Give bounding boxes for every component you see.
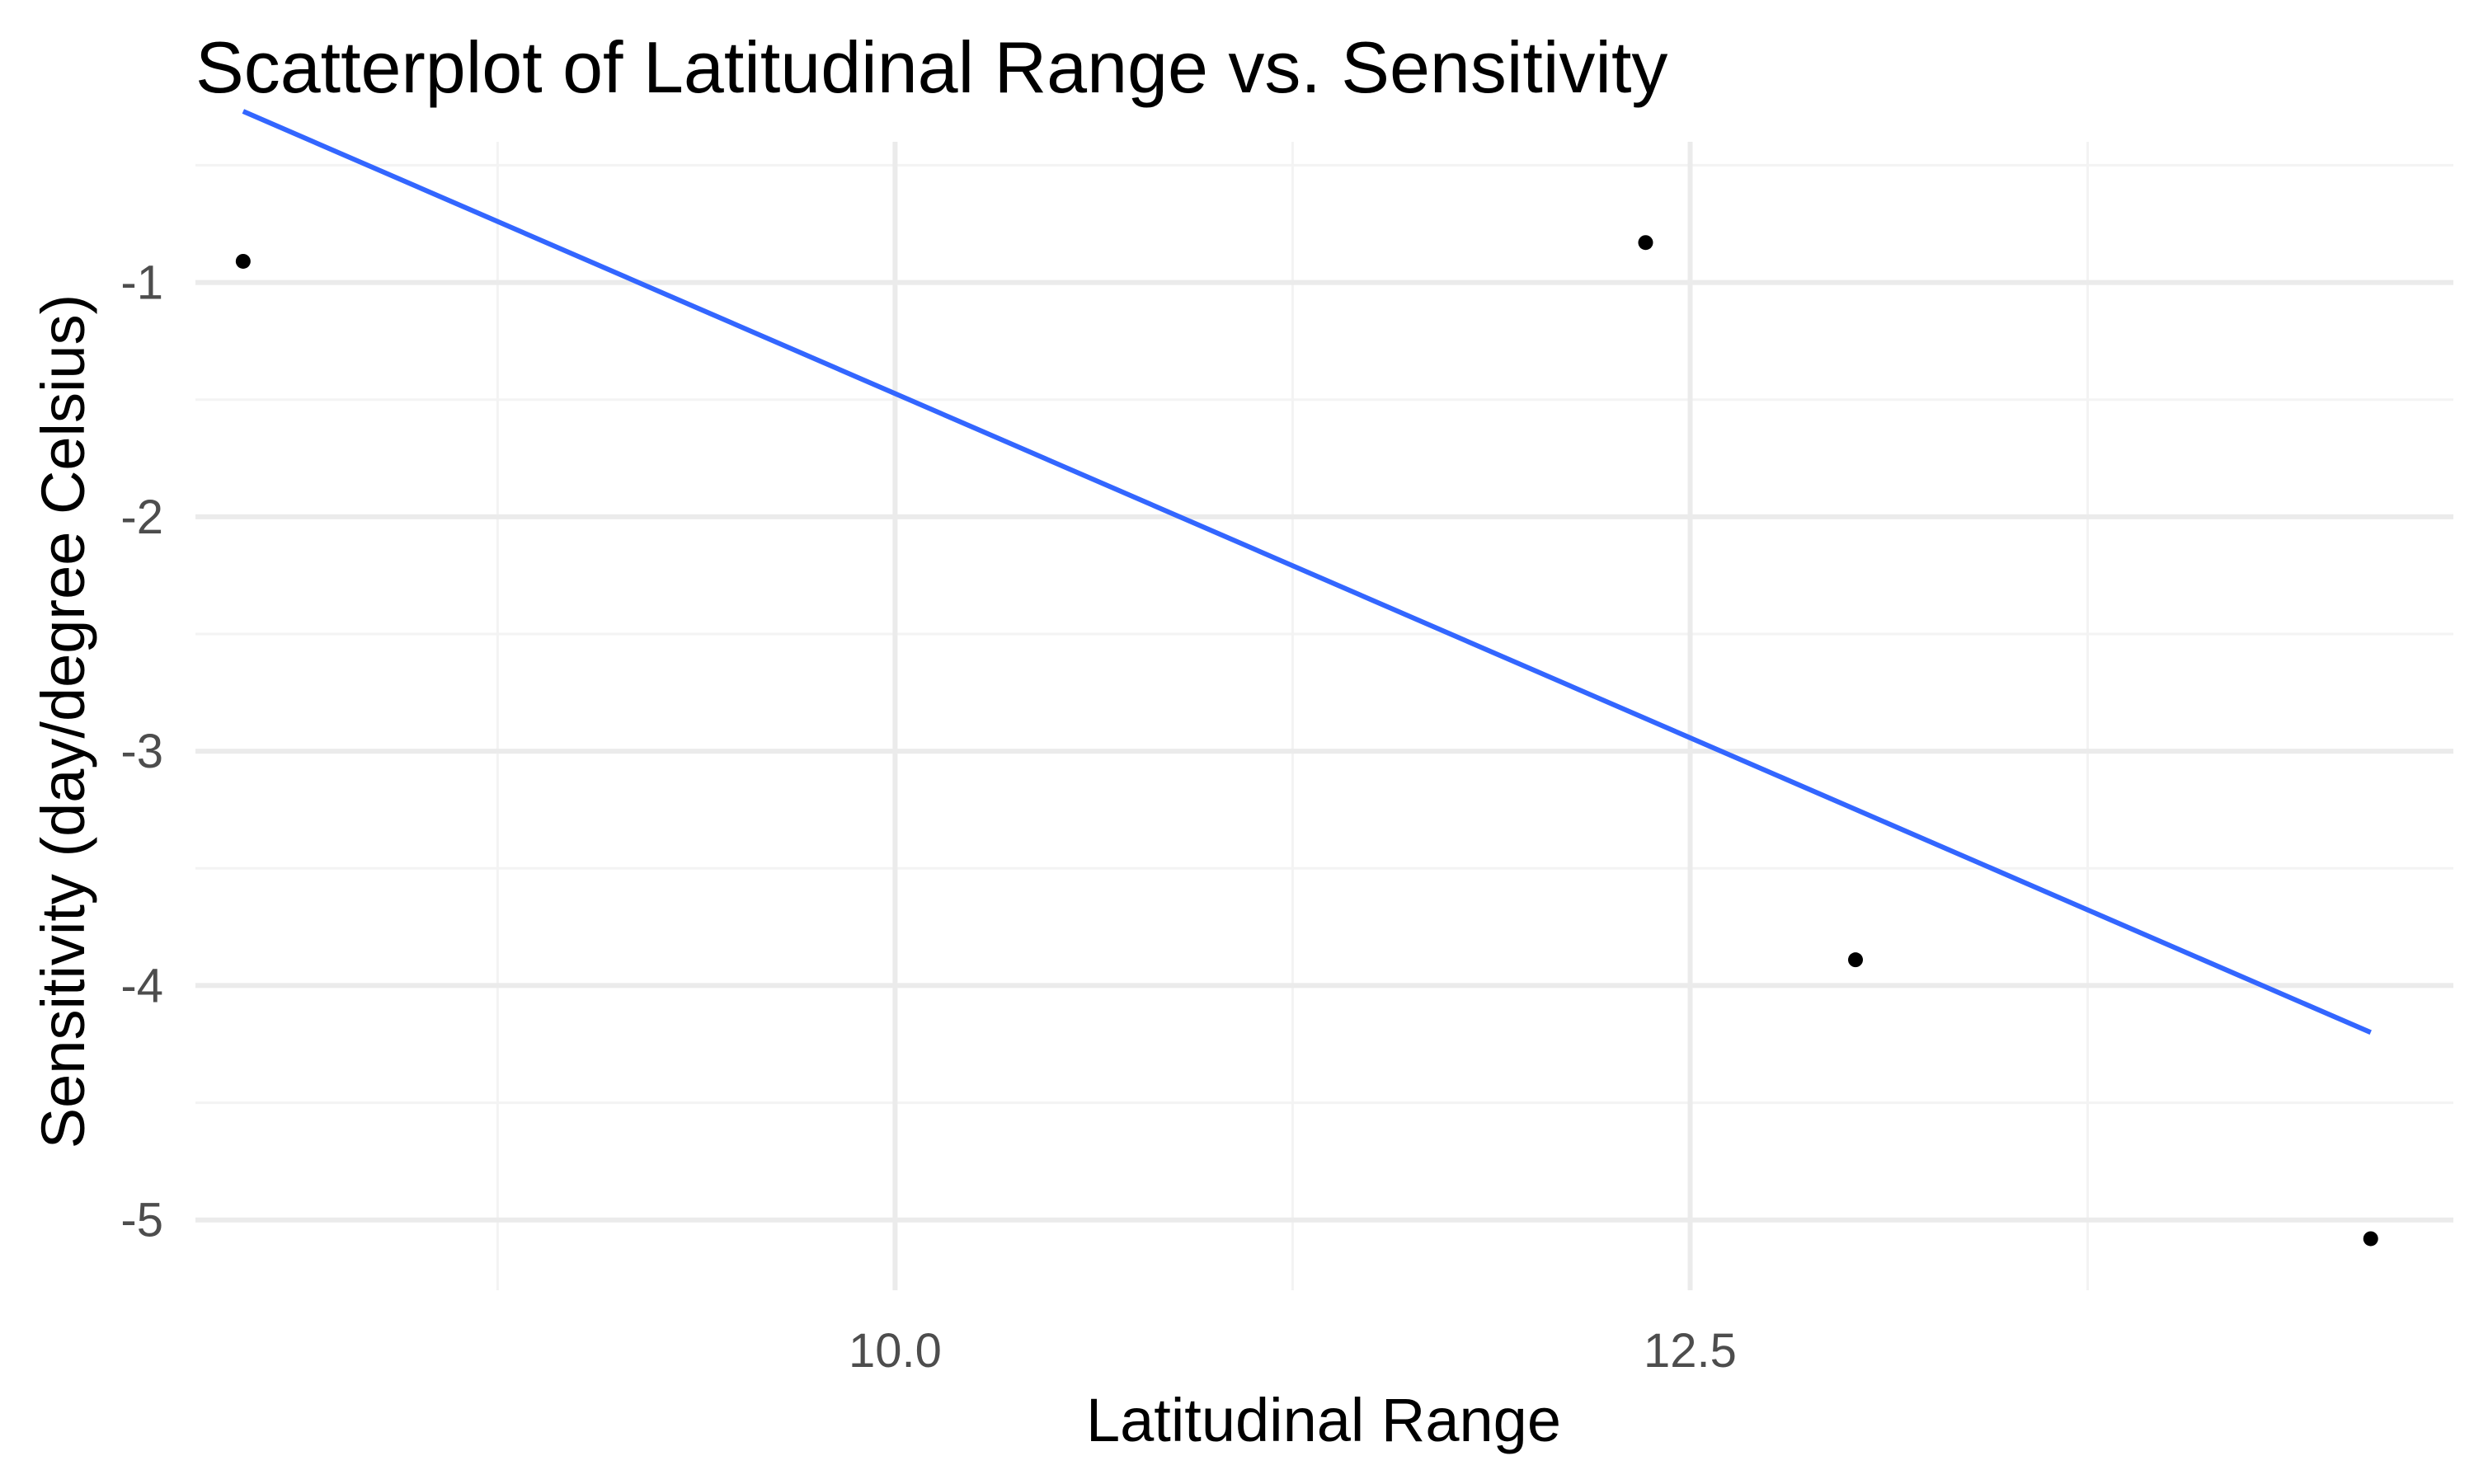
y-tick-label-2: -3 (120, 725, 163, 778)
data-points (235, 235, 2378, 1247)
x-axis-title: Latitudinal Range (1086, 1386, 1561, 1454)
y-tick-label-3: -4 (120, 959, 163, 1012)
trend-line (242, 109, 2372, 1036)
x-tick-labels: 10.0 12.5 (849, 1324, 1737, 1378)
chart-title: Scatterplot of Latitudinal Range vs. Sen… (195, 26, 1667, 108)
major-gridlines (195, 142, 2453, 1290)
data-point-1 (1638, 235, 1653, 251)
y-tick-label-1: -2 (120, 491, 163, 544)
data-point-3 (2363, 1231, 2378, 1247)
y-tick-labels: -1 -2 -3 -4 -5 (120, 256, 163, 1247)
data-point-2 (1848, 952, 1864, 968)
y-tick-label-4: -5 (120, 1194, 163, 1247)
trend-line-group (242, 109, 2372, 1036)
y-tick-label-0: -1 (120, 256, 163, 310)
data-point-0 (235, 253, 251, 269)
x-tick-label-1: 12.5 (1644, 1324, 1737, 1378)
x-tick-label-0: 10.0 (849, 1324, 942, 1378)
minor-gridlines (195, 142, 2453, 1290)
y-axis-title: Sensitivity (day/degree Celsius) (29, 294, 97, 1148)
